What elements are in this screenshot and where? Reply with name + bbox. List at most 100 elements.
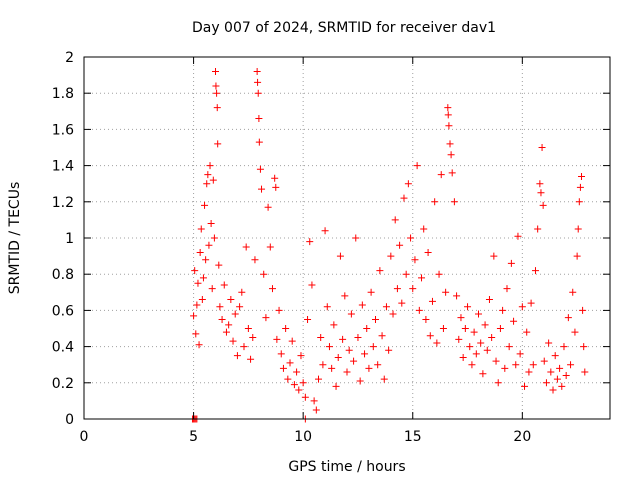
data-point (196, 248, 204, 256)
data-point (254, 78, 262, 86)
data-point (214, 140, 222, 148)
data-point (542, 379, 550, 387)
data-point (472, 350, 480, 358)
data-point (445, 122, 453, 130)
data-point (297, 352, 305, 360)
data-point (409, 285, 417, 293)
data-point (492, 357, 500, 365)
data-point (507, 259, 515, 267)
data-point (564, 314, 572, 322)
data-point (247, 355, 255, 363)
data-point (437, 171, 445, 179)
data-point (376, 267, 384, 275)
data-point (258, 185, 266, 193)
data-point (398, 299, 406, 307)
data-point (523, 328, 531, 336)
data-point (389, 310, 397, 318)
data-point (518, 303, 526, 311)
data-point (576, 183, 584, 191)
data-point (310, 397, 318, 405)
data-point (415, 306, 423, 314)
data-point (503, 285, 511, 293)
data-point (198, 296, 206, 304)
data-point (418, 274, 426, 282)
data-point (424, 248, 432, 256)
data-point (238, 288, 246, 296)
data-point (317, 334, 325, 342)
data-point (468, 361, 476, 369)
data-point (202, 256, 210, 264)
plot-frame (83, 56, 611, 420)
data-point (272, 183, 280, 191)
data-point (361, 350, 369, 358)
data-point (396, 241, 404, 249)
data-point (213, 104, 221, 112)
data-point (556, 364, 564, 372)
data-point (369, 343, 377, 351)
data-point (204, 171, 212, 179)
data-point (470, 328, 478, 336)
data-point (308, 281, 316, 289)
data-point (442, 288, 450, 296)
data-point (477, 339, 485, 347)
data-point (393, 285, 401, 293)
data-point (580, 343, 588, 351)
data-point (525, 368, 533, 376)
data-point (512, 361, 520, 369)
data-point (288, 337, 296, 345)
data-point (450, 198, 458, 206)
data-points (188, 67, 589, 423)
data-point (213, 89, 221, 97)
data-point (501, 364, 509, 372)
data-point (290, 381, 298, 389)
data-point (358, 301, 366, 309)
data-point (499, 306, 507, 314)
data-point (336, 252, 344, 260)
data-point (558, 382, 566, 390)
data-point (457, 314, 465, 322)
data-point (387, 252, 395, 260)
y-tick-label: 2 (65, 50, 74, 66)
y-tick-label: 0 (65, 412, 74, 428)
data-point (199, 274, 207, 282)
data-point (354, 334, 362, 342)
data-point (206, 162, 214, 170)
data-point (560, 343, 568, 351)
data-point (236, 303, 244, 311)
data-point (341, 292, 349, 300)
data-point (514, 232, 522, 240)
data-point (321, 227, 329, 235)
data-point (531, 267, 539, 275)
data-point (464, 303, 472, 311)
data-point (306, 238, 314, 246)
data-point (207, 220, 215, 228)
data-point (254, 89, 262, 97)
data-point (244, 325, 252, 332)
data-point (286, 359, 294, 367)
data-point (279, 364, 287, 372)
data-point (553, 375, 561, 383)
data-point (350, 357, 358, 365)
data-point (371, 315, 379, 323)
data-point (365, 364, 373, 372)
data-point (201, 201, 209, 209)
data-point (334, 353, 342, 361)
data-point (571, 328, 579, 336)
data-point (240, 343, 248, 351)
data-point (260, 270, 268, 278)
data-point (253, 67, 261, 75)
data-point (210, 234, 218, 242)
data-point (275, 306, 283, 314)
data-point (233, 352, 241, 360)
data-point (539, 201, 547, 209)
data-point (293, 368, 301, 376)
data-point (581, 368, 589, 376)
data-point (444, 104, 452, 112)
data-point (490, 252, 498, 260)
data-point (319, 361, 327, 369)
y-tick-label: 1.2 (52, 195, 74, 211)
data-point (193, 301, 201, 309)
data-point (299, 379, 307, 387)
data-point (304, 315, 312, 323)
data-point (282, 325, 290, 332)
